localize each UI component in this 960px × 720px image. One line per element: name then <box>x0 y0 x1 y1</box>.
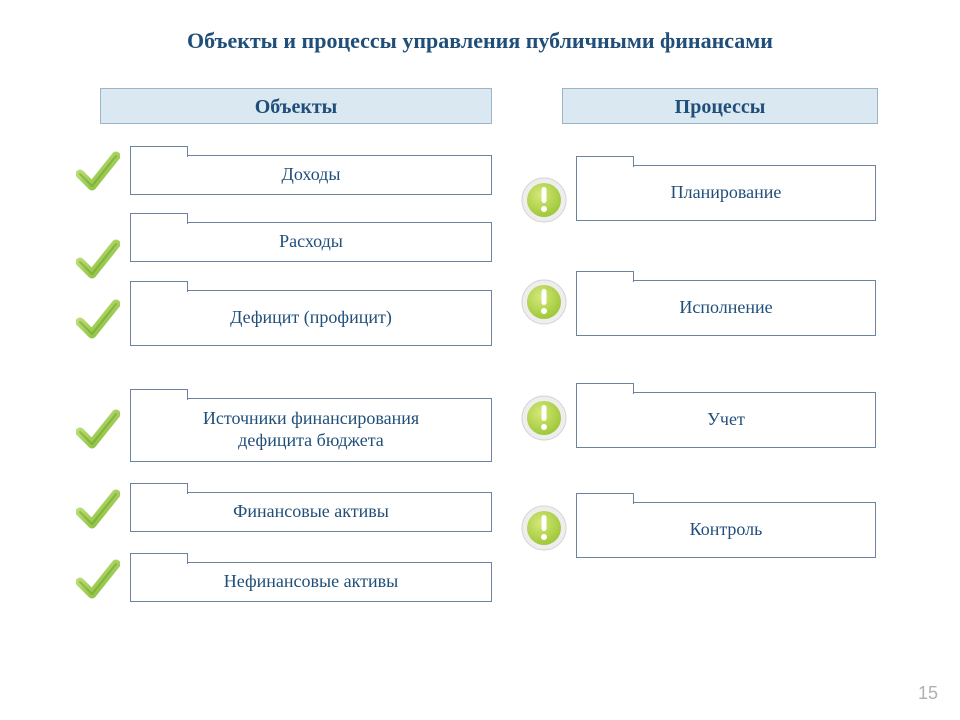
process-item-box: Исполнение <box>576 280 876 336</box>
exclamation-icon <box>520 394 568 442</box>
left-column-header: Объекты <box>100 88 492 124</box>
object-item-box: Расходы <box>130 222 492 262</box>
exclamation-icon <box>520 176 568 224</box>
checkmark-icon <box>76 408 120 452</box>
object-item-label: Источники финансированиядефицита бюджета <box>203 408 419 451</box>
checkmark-icon <box>76 298 120 342</box>
checkmark-icon <box>76 488 120 532</box>
object-item-label: Нефинансовые активы <box>224 571 398 593</box>
exclamation-icon <box>520 504 568 552</box>
checkmark-icon <box>76 238 120 282</box>
right-column-header: Процессы <box>562 88 878 124</box>
page-number: 15 <box>918 683 938 704</box>
object-item-label: Доходы <box>282 164 341 186</box>
process-item-box: Учет <box>576 392 876 448</box>
object-item-box: Финансовые активы <box>130 492 492 532</box>
process-item-label: Планирование <box>671 182 782 204</box>
process-item-label: Контроль <box>690 519 763 541</box>
object-item-box: Нефинансовые активы <box>130 562 492 602</box>
object-item-label: Финансовые активы <box>233 501 389 523</box>
object-item-box: Доходы <box>130 155 492 195</box>
object-item-box: Источники финансированиядефицита бюджета <box>130 398 492 462</box>
object-item-box: Дефицит (профицит) <box>130 290 492 346</box>
process-item-box: Контроль <box>576 502 876 558</box>
process-item-box: Планирование <box>576 165 876 221</box>
process-item-label: Учет <box>707 409 745 431</box>
object-item-label: Дефицит (профицит) <box>230 307 392 329</box>
checkmark-icon <box>76 150 120 194</box>
process-item-label: Исполнение <box>679 297 772 319</box>
page-title: Объекты и процессы управления публичными… <box>0 28 960 54</box>
exclamation-icon <box>520 278 568 326</box>
checkmark-icon <box>76 558 120 602</box>
object-item-label: Расходы <box>279 231 343 253</box>
